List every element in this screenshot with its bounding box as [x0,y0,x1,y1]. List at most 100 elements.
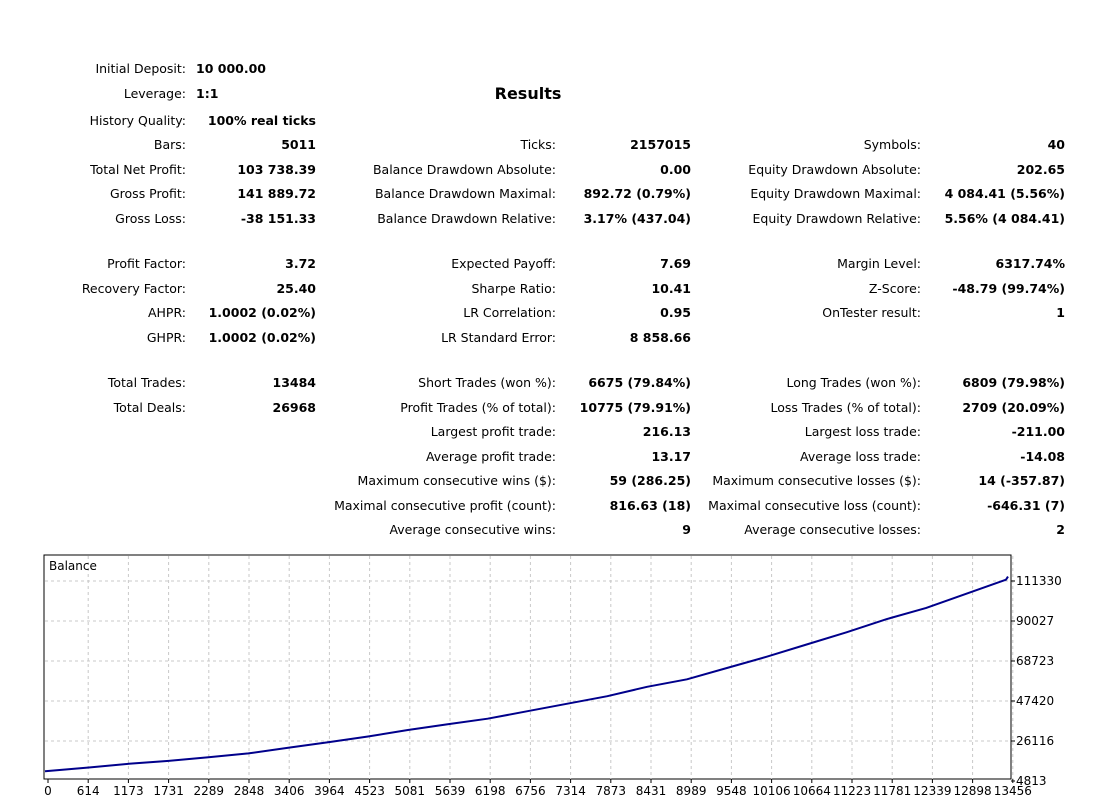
stat-col1-label: Recovery Factor: [81,281,186,296]
stat-col3-label: Margin Level: [837,256,921,271]
x-tick-label: 3406 [274,784,305,798]
stat-col1-label: Bars: [153,137,186,152]
x-tick-label: 2848 [234,784,265,798]
stat-col1-label: Gross Profit: [109,186,186,201]
x-tick-label: 6198 [475,784,506,798]
stat-col2-label: Largest profit trade: [430,424,556,439]
stat-col1-value: 13484 [272,375,317,390]
x-tick-label: 1731 [153,784,184,798]
history-quality-value: 100% real ticks [207,113,316,128]
stat-col2-value: 59 (286.25) [609,473,691,488]
stat-col3-label: Loss Trades (% of total): [770,400,921,415]
y-tick-label: 111330 [1016,574,1062,588]
stat-col1-label: GHPR: [146,330,186,345]
chart-frame [43,554,1012,780]
stat-col2-value: 9 [682,522,691,537]
stat-col3-label: Maximum consecutive losses ($): [712,473,921,488]
stat-col3-value: 202.65 [1016,162,1065,177]
stat-col2-value: 0.95 [660,305,691,320]
x-tick-label: 7314 [555,784,586,798]
stat-col3-value: -211.00 [1011,424,1065,439]
leverage-value: 1:1 [196,86,219,101]
stat-col1-label: Total Deals: [113,400,186,415]
x-tick-label: 1173 [113,784,144,798]
x-tick-label: 6756 [515,784,546,798]
stat-col3-label: Equity Drawdown Maximal: [750,186,921,201]
stat-col1-label: AHPR: [147,305,186,320]
stat-col2-label: Maximum consecutive wins ($): [357,473,556,488]
stat-col3-value: 5.56% (4 084.41) [944,211,1065,226]
stat-col1-value: 1.0002 (0.02%) [208,330,316,345]
stat-col2-label: Maximal consecutive profit (count): [334,498,556,513]
stat-col1-value: 26968 [272,400,317,415]
stat-col3-label: Long Trades (won %): [786,375,921,390]
y-tick-label: 26116 [1016,734,1054,748]
stat-col2-label: Ticks: [520,137,556,152]
stat-col3-value: -14.08 [1020,449,1065,464]
stat-col3-value: 6809 (79.98%) [962,375,1065,390]
x-tick-label: 4523 [354,784,385,798]
stat-col3-label: Average loss trade: [800,449,921,464]
stat-col3-label: Symbols: [863,137,921,152]
initial-deposit-value: 10 000.00 [196,61,266,76]
x-tick-label: 10664 [793,784,831,798]
history-quality-label: History Quality: [89,113,186,128]
stat-col3-value: 4 084.41 (5.56%) [944,186,1065,201]
stat-col1-value: 25.40 [276,281,316,296]
stat-col1-label: Gross Loss: [115,211,186,226]
stat-col2-value: 7.69 [660,256,691,271]
y-tick-label: 47420 [1016,694,1054,708]
stat-col3-label: Z-Score: [868,281,921,296]
stat-col3-value: 2709 (20.09%) [962,400,1065,415]
chart-title: Balance [49,559,97,573]
stat-col2-value: 6675 (79.84%) [588,375,691,390]
x-tick-label: 8989 [676,784,707,798]
stat-col3-label: Largest loss trade: [804,424,921,439]
stat-col1-value: 3.72 [285,256,316,271]
stat-col3-value: 6317.74% [995,256,1065,271]
stat-col2-label: Expected Payoff: [451,256,556,271]
stat-col2-value: 2157015 [630,137,691,152]
leverage-label: Leverage: [123,86,186,101]
initial-deposit-label: Initial Deposit: [95,61,186,76]
stat-col2-label: Balance Drawdown Relative: [377,211,556,226]
stat-col2-value: 3.17% (437.04) [583,211,691,226]
stat-col3-label: OnTester result: [822,305,921,320]
stat-col1-value: 1.0002 (0.02%) [208,305,316,320]
stat-col3-value: 1 [1056,305,1065,320]
stat-col3-value: 40 [1047,137,1065,152]
stat-col2-value: 892.72 (0.79%) [583,186,691,201]
stat-col2-label: LR Standard Error: [441,330,556,345]
stat-col2-label: Profit Trades (% of total): [400,400,556,415]
stat-col2-value: 216.13 [642,424,691,439]
stat-col3-value: -646.31 (7) [987,498,1065,513]
stat-col2-value: 8 858.66 [629,330,691,345]
y-tick-label: 90027 [1016,614,1054,628]
stat-col1-label: Profit Factor: [107,256,186,271]
x-tick-label: 11781 [873,784,911,798]
stat-col1-value: 5011 [281,137,316,152]
x-tick-label: 5081 [395,784,426,798]
stat-col3-value: 2 [1056,522,1065,537]
stat-col2-value: 0.00 [660,162,691,177]
stat-col2-label: Balance Drawdown Maximal: [374,186,556,201]
stat-col2-label: Balance Drawdown Absolute: [372,162,556,177]
x-tick-label: 0 [44,784,52,798]
x-tick-label: 12339 [913,784,951,798]
balance-line [44,576,1009,773]
stat-col2-label: Average consecutive wins: [389,522,556,537]
stat-col2-label: Short Trades (won %): [418,375,556,390]
stat-col1-value: 141 889.72 [237,186,316,201]
stat-col1-value: -38 151.33 [240,211,316,226]
stat-col1-label: Total Trades: [107,375,186,390]
stat-col3-label: Average consecutive losses: [744,522,921,537]
x-tick-label: 13456 [994,784,1032,798]
results-title: Results [494,84,562,103]
stat-col2-value: 816.63 (18) [609,498,691,513]
stat-col1-value: 103 738.39 [237,162,316,177]
stat-col2-value: 13.17 [651,449,691,464]
x-tick-label: 2289 [194,784,225,798]
stat-col1-label: Total Net Profit: [90,162,186,177]
stat-col2-label: Sharpe Ratio: [471,281,556,296]
